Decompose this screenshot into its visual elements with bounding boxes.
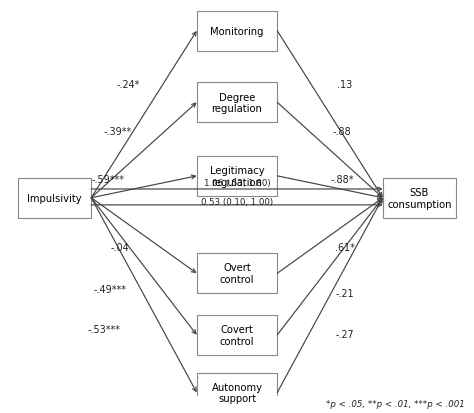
Text: 0.53 (0.10, 1.00): 0.53 (0.10, 1.00) [201, 198, 273, 206]
Text: -.53***: -.53*** [88, 324, 121, 334]
FancyBboxPatch shape [197, 83, 277, 123]
Text: SSB
consumption: SSB consumption [387, 188, 452, 209]
FancyBboxPatch shape [197, 157, 277, 196]
Text: Legitimacy
regulation: Legitimacy regulation [210, 166, 264, 187]
Text: -.49***: -.49*** [93, 285, 127, 294]
Text: -.21: -.21 [336, 288, 355, 298]
Text: Monitoring: Monitoring [210, 27, 264, 37]
Text: Covert
control: Covert control [220, 324, 254, 346]
Text: -.04: -.04 [110, 243, 129, 253]
FancyBboxPatch shape [197, 373, 277, 412]
Text: -.27: -.27 [336, 329, 355, 339]
Text: Impulsivity: Impulsivity [27, 193, 82, 203]
FancyBboxPatch shape [197, 12, 277, 52]
FancyBboxPatch shape [18, 178, 91, 218]
Text: .61*: .61* [335, 243, 355, 253]
Text: *p < .05, **p < .01, ***p < .001: *p < .05, **p < .01, ***p < .001 [326, 399, 465, 408]
Text: -.24*: -.24* [116, 80, 140, 90]
Text: Overt
control: Overt control [220, 263, 254, 284]
Text: -.59***: -.59*** [91, 174, 125, 184]
Text: Autonomy
support: Autonomy support [211, 382, 263, 403]
Text: -.39**: -.39** [103, 127, 132, 137]
Text: -.88: -.88 [333, 127, 352, 137]
FancyBboxPatch shape [383, 178, 456, 218]
Text: Degree
regulation: Degree regulation [211, 93, 263, 114]
FancyBboxPatch shape [197, 254, 277, 293]
Text: -.88*: -.88* [330, 174, 354, 184]
Text: .13: .13 [337, 80, 353, 90]
FancyBboxPatch shape [197, 315, 277, 355]
Text: 1.06 (.53, 1.80): 1.06 (.53, 1.80) [204, 179, 270, 188]
